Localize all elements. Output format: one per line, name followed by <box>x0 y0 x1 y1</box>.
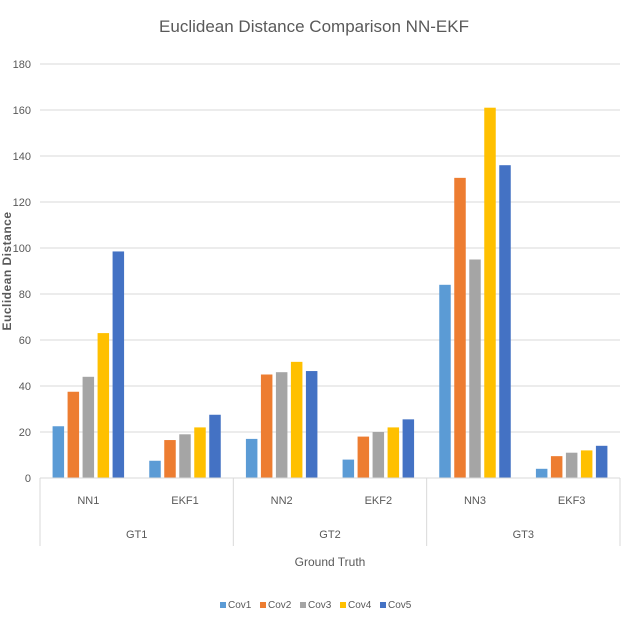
bar-cov2-nn3 <box>454 177 466 478</box>
bar-cov5-ekf2 <box>402 419 415 478</box>
legend-label-cov2: Cov2 <box>268 600 292 611</box>
y-tick-label: 160 <box>13 105 31 117</box>
bar-cov5-nn2 <box>305 371 318 478</box>
gridlines <box>40 63 620 479</box>
x-category-label: NN1 <box>77 495 99 507</box>
bar-cov4-nn3 <box>484 107 496 478</box>
legend-swatch-cov2 <box>260 602 266 608</box>
bar-cov5-ekf3 <box>595 445 608 478</box>
x-axis-title: Ground Truth <box>295 555 366 569</box>
x-group-label: GT3 <box>513 529 534 541</box>
legend: Cov1 Cov2 Cov3 Cov4 Cov5 <box>220 600 412 611</box>
bar-cov5-nn1 <box>112 251 125 478</box>
x-category-label: NN3 <box>464 495 486 507</box>
bar-cov4-nn2 <box>290 361 303 478</box>
bar-cov3-ekf3 <box>565 452 578 478</box>
bar-cov1-ekf1 <box>149 460 161 478</box>
x-category-label: NN2 <box>271 495 293 507</box>
x-axis: NN1 EKF1 NN2 EKF2 NN3 EKF3 GT1 GT2 GT3 <box>39 477 621 546</box>
y-tick-label: 40 <box>19 381 31 393</box>
y-tick-label: 0 <box>25 473 31 485</box>
bar-cov1-ekf3 <box>535 468 548 478</box>
y-tick-labels: 0 20 40 60 80 100 120 140 160 180 <box>13 59 31 485</box>
bar-cov3-nn3 <box>469 259 481 478</box>
x-category-label: EKF1 <box>171 495 199 507</box>
x-category-label: EKF2 <box>365 495 393 507</box>
bar-cov1-ekf2 <box>342 459 355 478</box>
y-tick-label: 140 <box>13 151 31 163</box>
legend-swatch-cov5 <box>380 602 386 608</box>
bar-cov2-ekf3 <box>550 456 563 478</box>
bar-cov4-ekf1 <box>194 427 206 478</box>
bar-cov3-ekf2 <box>372 432 385 478</box>
y-tick-label: 80 <box>19 289 31 301</box>
bar-cov1-nn3 <box>439 284 451 478</box>
bar-cov2-ekf1 <box>164 440 176 478</box>
x-group-label: GT2 <box>319 529 340 541</box>
x-group-label: GT1 <box>126 529 147 541</box>
legend-label-cov1: Cov1 <box>228 600 252 611</box>
bars <box>52 107 608 478</box>
chart-title: Euclidean Distance Comparison NN-EKF <box>159 17 469 36</box>
bar-cov4-ekf2 <box>387 427 400 478</box>
y-tick-label: 60 <box>19 335 31 347</box>
bar-cov3-ekf1 <box>179 434 191 478</box>
legend-label-cov4: Cov4 <box>348 600 372 611</box>
legend-swatch-cov1 <box>220 602 226 608</box>
legend-swatch-cov3 <box>300 602 306 608</box>
bar-cov3-nn2 <box>275 372 288 478</box>
y-tick-label: 180 <box>13 59 31 71</box>
y-tick-label: 120 <box>13 197 31 209</box>
y-tick-label: 100 <box>13 243 31 255</box>
y-axis-title: Euclidean Distance <box>0 211 14 330</box>
bar-cov4-ekf3 <box>580 450 593 478</box>
x-category-label: EKF3 <box>558 495 586 507</box>
bar-cov4-nn1 <box>97 333 110 478</box>
bar-cov1-nn1 <box>52 426 65 478</box>
bar-cov3-nn1 <box>82 376 95 478</box>
bar-cov2-ekf2 <box>357 436 370 478</box>
legend-label-cov3: Cov3 <box>308 600 332 611</box>
y-tick-label: 20 <box>19 427 31 439</box>
bar-cov5-ekf1 <box>209 414 221 478</box>
bar-cov2-nn1 <box>67 391 80 478</box>
legend-swatch-cov4 <box>340 602 346 608</box>
bar-cov2-nn2 <box>260 374 273 478</box>
bar-cov1-nn2 <box>245 438 258 478</box>
bar-cov5-nn3 <box>499 165 511 478</box>
legend-label-cov5: Cov5 <box>388 600 412 611</box>
